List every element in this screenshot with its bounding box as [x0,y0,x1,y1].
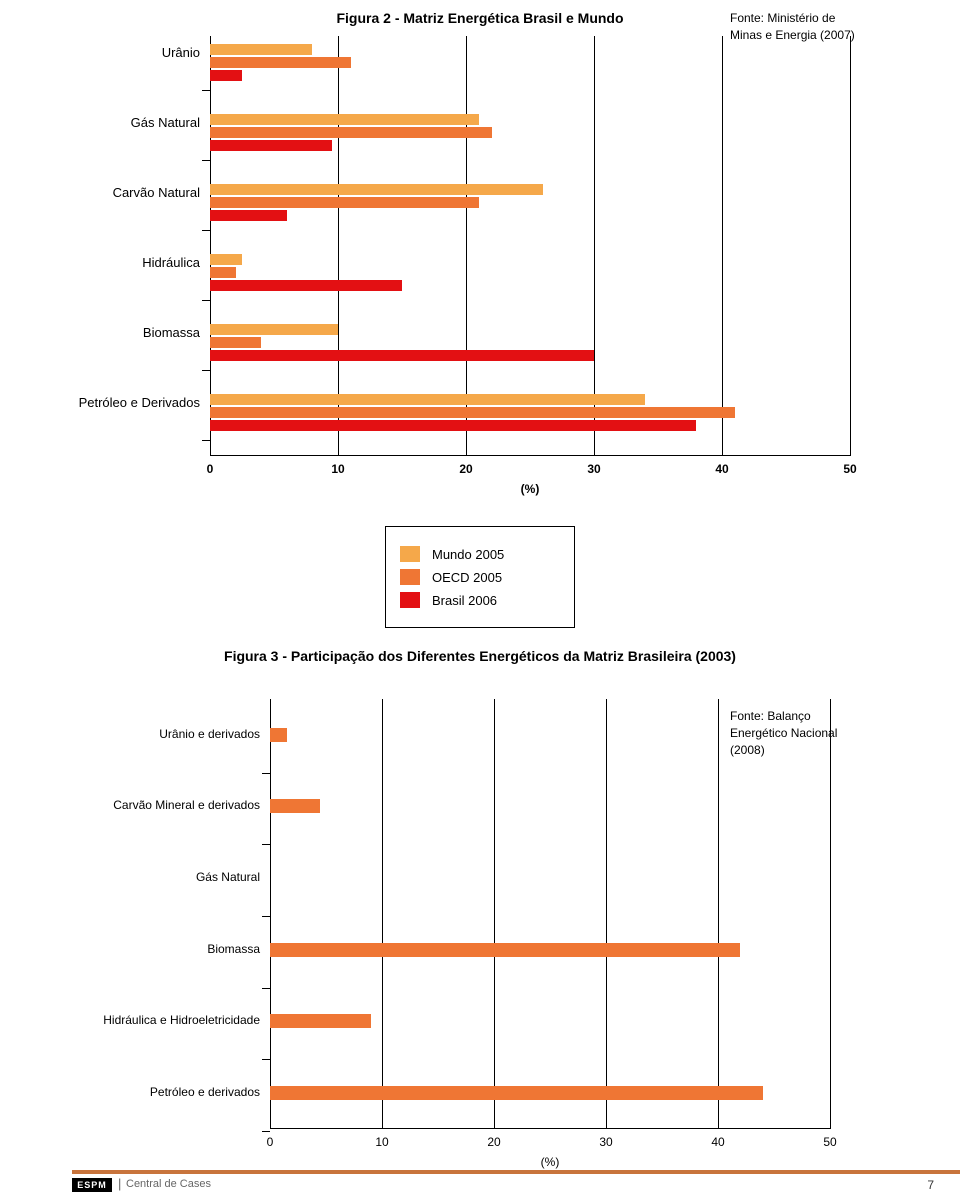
bar [210,280,402,291]
gridline [850,36,851,456]
legend-label: OECD 2005 [432,570,502,585]
bar [210,210,287,221]
bar [210,197,479,208]
category-label: Gás Natural [50,870,260,884]
legend-label: Brasil 2006 [432,593,497,608]
category-label: Hidráulica [50,256,200,270]
bar [210,267,236,278]
bar [210,57,351,68]
xtick-label: 40 [711,1135,724,1149]
bar [210,127,492,138]
fig2-xlabel: (%) [210,482,850,496]
bar [270,799,320,813]
xtick-label: 50 [823,1135,836,1149]
category-group: Gás Natural [210,106,850,161]
bar [270,728,287,742]
category-label: Biomassa [50,942,260,956]
category-group: Urânio e derivados [270,699,830,771]
bar [210,420,696,431]
xtick-label: 30 [599,1135,612,1149]
category-label: Gás Natural [50,116,200,130]
category-group: Petróleo e derivados [270,1057,830,1129]
category-label: Carvão Natural [50,186,200,200]
footer-page-number: 7 [927,1178,934,1192]
fig3-title: Figura 3 - Participação dos Diferentes E… [50,648,910,664]
bar [210,254,242,265]
category-group: Gás Natural [270,842,830,914]
legend-item: Mundo 2005 [400,546,560,562]
footer-bar [72,1170,960,1174]
legend-item: OECD 2005 [400,569,560,585]
xtick-label: 50 [843,462,856,476]
figura-2: Figura 2 - Matriz Energética Brasil e Mu… [50,10,910,628]
fig2-legend: Mundo 2005 OECD 2005 Brasil 2006 [385,526,575,628]
footer-separator: | [118,1176,121,1191]
xtick-label: 30 [587,462,600,476]
footer-logo: ESPM [72,1178,112,1192]
footer-text: Central de Cases [126,1178,211,1190]
xtick-label: 20 [487,1135,500,1149]
category-group: Carvão Mineral e derivados [270,771,830,843]
category-label: Petróleo e derivados [50,1085,260,1099]
bar [270,1014,371,1028]
figura-3: Figura 3 - Participação dos Diferentes E… [50,648,910,1169]
legend-swatch [400,569,420,585]
category-label: Petróleo e Derivados [50,396,200,410]
category-group: Biomassa [270,914,830,986]
xtick-label: 10 [375,1135,388,1149]
category-label: Hidráulica e Hidroeletricidade [50,1013,260,1027]
xtick-label: 0 [267,1135,274,1149]
category-group: Urânio [210,36,850,91]
category-label: Carvão Mineral e derivados [50,798,260,812]
category-label: Biomassa [50,326,200,340]
gridline [830,699,831,1129]
bar [210,70,242,81]
category-group: Hidráulica e Hidroeletricidade [270,986,830,1058]
category-label: Urânio e derivados [50,727,260,741]
legend-swatch [400,546,420,562]
category-group: Biomassa [210,316,850,371]
bar [210,114,479,125]
xtick-label: 20 [459,462,472,476]
category-label: Urânio [50,46,200,60]
category-group: Hidráulica [210,246,850,301]
page-footer: ESPM | Central de Cases 7 [0,1166,960,1196]
bar [270,1086,763,1100]
bar [210,350,594,361]
legend-swatch [400,592,420,608]
category-group: Carvão Natural [210,176,850,231]
bar [210,44,312,55]
xtick-label: 40 [715,462,728,476]
category-group: Petróleo e Derivados [210,386,850,441]
bar [210,394,645,405]
xtick-label: 10 [331,462,344,476]
bar [210,140,332,151]
bar [210,184,543,195]
bar [270,943,740,957]
legend-label: Mundo 2005 [432,547,504,562]
bar [210,407,735,418]
bar [210,337,261,348]
xtick-label: 0 [207,462,214,476]
bar [210,324,338,335]
legend-item: Brasil 2006 [400,592,560,608]
